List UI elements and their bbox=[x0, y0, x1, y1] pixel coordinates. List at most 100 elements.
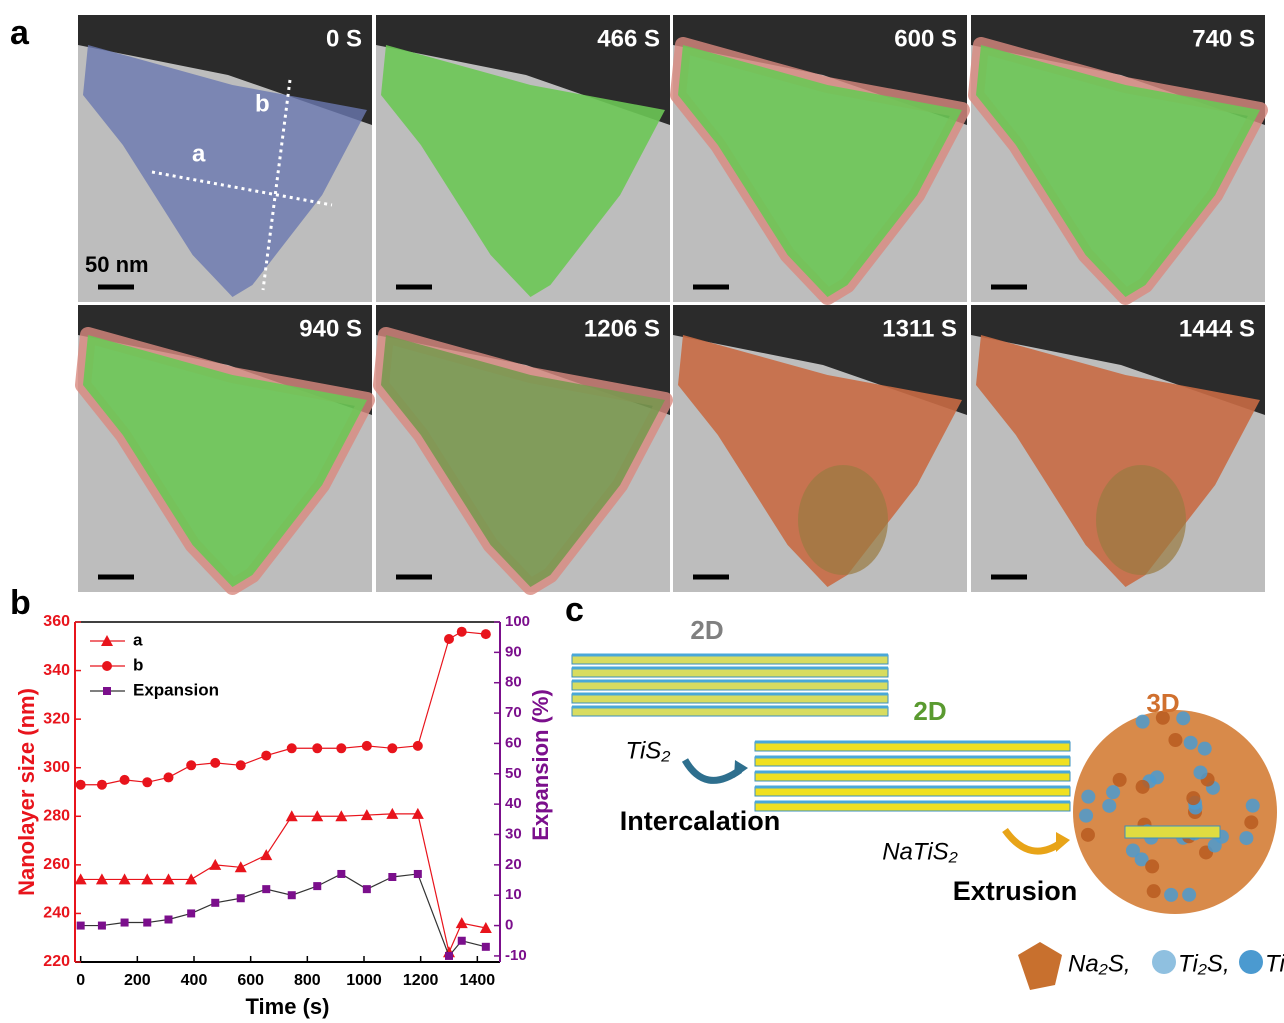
cluster-unit bbox=[1164, 888, 1178, 902]
y2-tick-label: -10 bbox=[505, 947, 527, 964]
marker bbox=[336, 743, 346, 753]
marker bbox=[387, 743, 397, 753]
marker bbox=[457, 627, 467, 637]
y-tick-label: 340 bbox=[43, 662, 70, 679]
cluster-unit bbox=[1246, 799, 1260, 813]
cluster-unit bbox=[1198, 742, 1212, 756]
marker bbox=[165, 916, 173, 924]
cluster-unit bbox=[1244, 815, 1258, 829]
time-label: 1206 S bbox=[584, 315, 660, 342]
arrow bbox=[1005, 830, 1062, 851]
marker bbox=[143, 919, 151, 927]
tem-frame: 940 S bbox=[78, 305, 372, 592]
marker bbox=[312, 743, 322, 753]
y-tick-label: 280 bbox=[43, 808, 70, 825]
time-label: 740 S bbox=[1192, 25, 1255, 52]
schematic-label: 2D bbox=[690, 615, 723, 645]
schematic-label: 3D bbox=[1146, 688, 1179, 718]
scale-label: 50 nm bbox=[85, 252, 149, 277]
marker bbox=[237, 894, 245, 902]
marker bbox=[313, 882, 321, 890]
marker bbox=[209, 859, 221, 870]
legend-marker bbox=[102, 661, 112, 671]
legend-label: Ti bbox=[1265, 950, 1284, 977]
legend-label: b bbox=[133, 655, 143, 674]
marker bbox=[337, 870, 345, 878]
marker bbox=[287, 743, 297, 753]
time-label: 600 S bbox=[894, 25, 957, 52]
schematic-label: NaTiS₂ bbox=[882, 838, 958, 865]
cluster-unit bbox=[1239, 831, 1253, 845]
cluster-unit bbox=[1081, 828, 1095, 842]
legend-icon bbox=[1152, 950, 1176, 974]
arrow-head bbox=[1056, 832, 1070, 852]
x-tick-label: 1000 bbox=[346, 972, 382, 989]
y-tick-label: 240 bbox=[43, 905, 70, 922]
cluster-unit bbox=[1186, 791, 1200, 805]
y2-tick-label: 30 bbox=[505, 825, 522, 842]
embedded-layer bbox=[1125, 826, 1220, 838]
marker bbox=[388, 873, 396, 881]
marker bbox=[76, 780, 86, 790]
tem-frame: 466 S bbox=[376, 15, 670, 302]
schematic-label: 2D bbox=[913, 696, 946, 726]
series-line bbox=[81, 814, 486, 952]
y-tick-label: 300 bbox=[43, 759, 70, 776]
x-tick-label: 0 bbox=[76, 972, 85, 989]
marker bbox=[210, 758, 220, 768]
schematic-label: Extrusion bbox=[953, 876, 1078, 906]
inner-core bbox=[798, 465, 888, 575]
cluster-unit bbox=[1145, 859, 1159, 873]
dim-label: a bbox=[192, 140, 206, 167]
y2-tick-label: 90 bbox=[505, 643, 522, 660]
marker bbox=[98, 922, 106, 930]
time-label: 1444 S bbox=[1179, 315, 1255, 342]
legend-label: a bbox=[133, 630, 143, 649]
time-label: 940 S bbox=[299, 315, 362, 342]
schematic-label: TiS₂ bbox=[626, 737, 671, 764]
legend-label: Na₂S, bbox=[1068, 950, 1131, 977]
marker bbox=[456, 917, 468, 928]
marker bbox=[211, 899, 219, 907]
cluster-unit bbox=[1147, 884, 1161, 898]
series-line bbox=[81, 874, 486, 956]
cluster-unit bbox=[1193, 765, 1207, 779]
cluster-unit bbox=[1106, 785, 1120, 799]
y-tick-label: 320 bbox=[43, 710, 70, 727]
cluster-unit bbox=[1168, 733, 1182, 747]
time-label: 0 S bbox=[326, 25, 362, 52]
marker bbox=[261, 751, 271, 761]
marker bbox=[445, 952, 453, 960]
dim-label: b bbox=[255, 90, 270, 117]
x-tick-label: 200 bbox=[124, 972, 151, 989]
y-tick-label: 360 bbox=[43, 613, 70, 630]
legend-icon bbox=[1018, 942, 1062, 990]
marker bbox=[187, 909, 195, 917]
cluster-unit bbox=[1113, 773, 1127, 787]
cluster-unit bbox=[1102, 799, 1116, 813]
marker bbox=[458, 937, 466, 945]
marker bbox=[260, 849, 272, 860]
marker bbox=[413, 741, 423, 751]
figure: a b c 0 S466 S600 S740 S940 S1206 S1311 … bbox=[0, 0, 1284, 1023]
y2-tick-label: 100 bbox=[505, 613, 530, 630]
cluster-unit bbox=[1079, 809, 1093, 823]
marker bbox=[121, 919, 129, 927]
time-label: 466 S bbox=[597, 25, 660, 52]
arrow bbox=[685, 760, 740, 780]
marker bbox=[363, 885, 371, 893]
marker bbox=[164, 772, 174, 782]
legend-icon bbox=[1239, 950, 1263, 974]
y-tick-label: 220 bbox=[43, 953, 70, 970]
y2-tick-label: 0 bbox=[505, 917, 513, 934]
y-axis-title: Nanolayer size (nm) bbox=[14, 688, 39, 896]
legend-label: Expansion bbox=[133, 680, 219, 699]
time-label: 1311 S bbox=[882, 315, 957, 342]
cluster-unit bbox=[1182, 888, 1196, 902]
panel-label: b bbox=[10, 584, 31, 622]
marker bbox=[362, 741, 372, 751]
marker bbox=[97, 780, 107, 790]
y2-tick-label: 20 bbox=[505, 856, 522, 873]
marker bbox=[262, 885, 270, 893]
y2-tick-label: 10 bbox=[505, 886, 522, 903]
